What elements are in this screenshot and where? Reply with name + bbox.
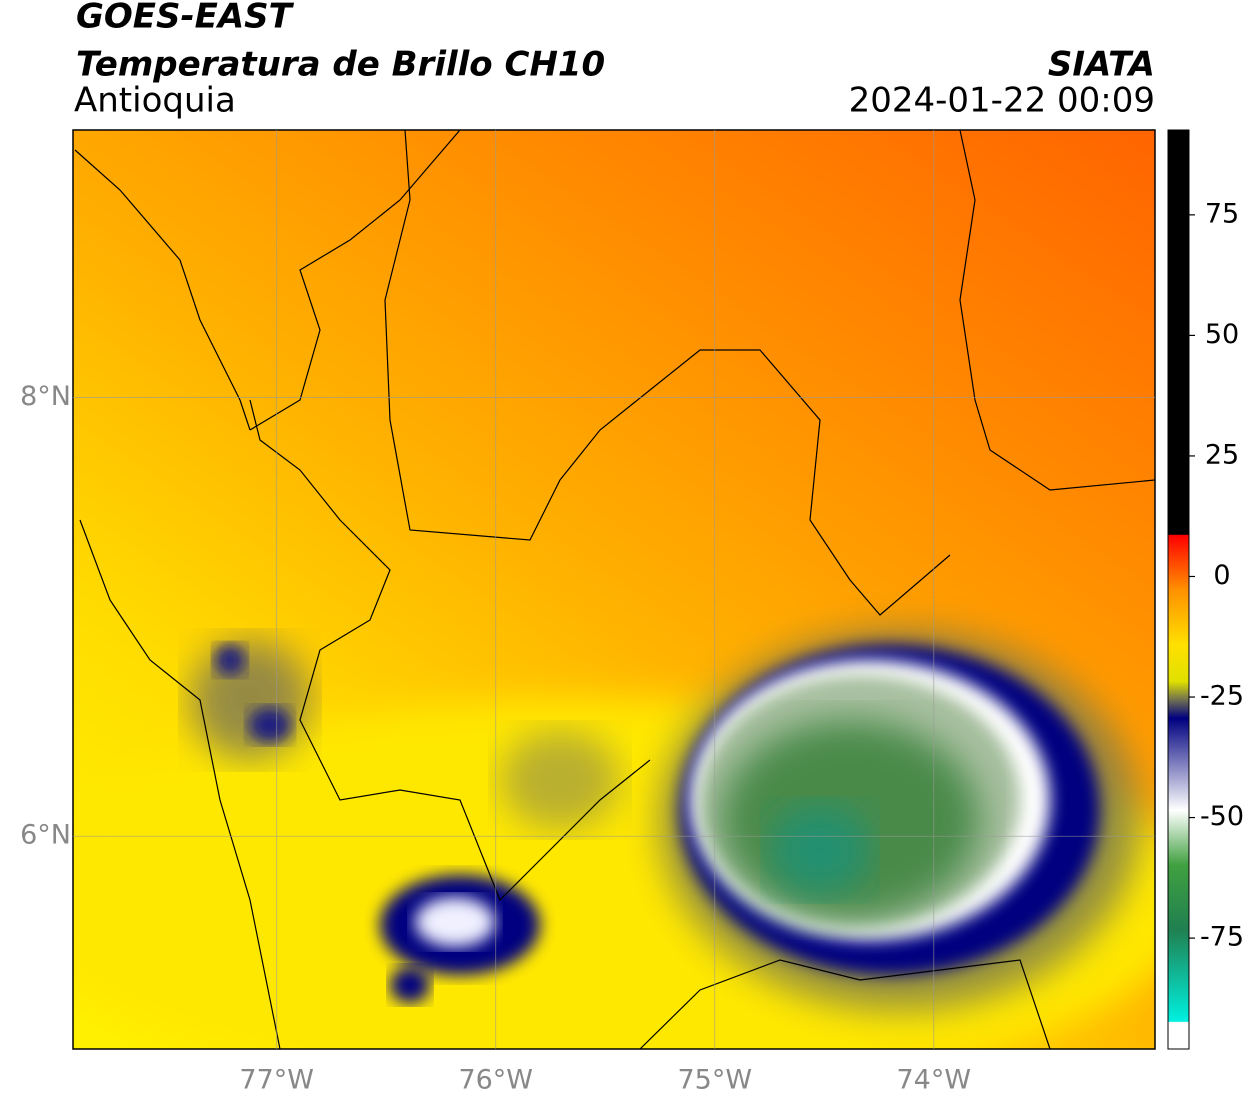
colorbar-tick-label: 75 (1205, 198, 1239, 229)
y-tick-label: 8°N (20, 381, 71, 412)
cloud (390, 967, 430, 1003)
cloud (770, 805, 870, 895)
map-image (73, 130, 1155, 1049)
coastline (79, 519, 281, 1049)
border (639, 959, 1051, 1049)
cloud (214, 644, 246, 676)
y-tick-label: 6°N (20, 820, 71, 851)
cloud (248, 707, 292, 743)
colorbar-tick-label: -25 (1200, 681, 1244, 712)
colorbar-tick-label: 0 (1213, 560, 1230, 591)
source: SIATA (1048, 45, 1155, 85)
border (384, 130, 951, 616)
colorbar-tick-label: -75 (1200, 922, 1244, 953)
x-tick-label: 76°W (458, 1065, 533, 1096)
title: GOES-EAST (76, 0, 295, 37)
x-tick-label: 74°W (897, 1065, 972, 1096)
colorbar-tick-label: 25 (1205, 439, 1239, 470)
map-frame (72, 129, 1156, 1050)
coastline (74, 149, 251, 431)
cloud (415, 897, 495, 947)
subtitle: Temperatura de Brillo CH10 (76, 45, 605, 85)
x-tick-label: 77°W (239, 1065, 314, 1096)
region: Antioquia (74, 81, 236, 121)
colorbar-tick-label: -50 (1200, 801, 1244, 832)
x-tick-label: 75°W (677, 1065, 752, 1096)
colorbar (1167, 129, 1190, 1050)
datetime: 2024-01-22 00:09 (849, 81, 1155, 121)
border (959, 130, 1155, 491)
cloud (500, 730, 620, 830)
colorbar-tick-label: 50 (1205, 319, 1239, 350)
border (249, 399, 651, 902)
coastline (249, 130, 461, 431)
